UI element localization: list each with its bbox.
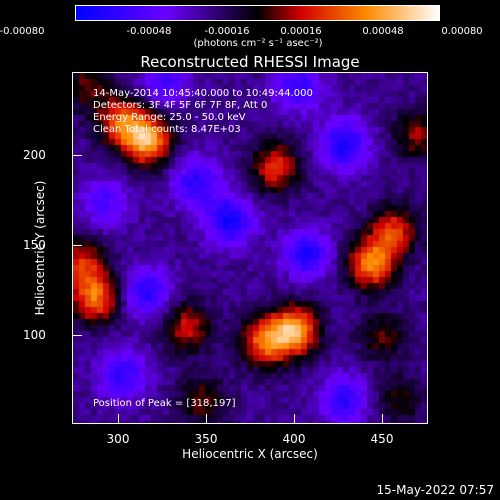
colorbar-tick-label: -0.00016 [204,26,250,37]
x-tick-mark [294,414,295,424]
y-tick-mark [72,335,82,336]
x-tick-label: 300 [106,432,130,446]
colorbar-tick-label: 0.00048 [362,26,404,37]
plot-timestamp: 15-May-2022 07:57 [376,483,494,497]
x-tick-mark [118,414,119,424]
y-tick-label: 100 [23,328,46,342]
colorbar-tick-label: 0.00080 [441,26,483,37]
colorbar-unit-label: (photons cm⁻² s⁻¹ asec⁻²) [193,38,323,49]
colorbar-tick-label: -0.00080 [0,26,45,37]
y-tick-mark [72,155,82,156]
annotation-energy-range: Energy Range: 25.0 - 50.0 keV [93,112,246,123]
chart-title: Reconstructed RHESSI Image [140,53,360,71]
colorbar-tick-label: 0.00016 [280,26,322,37]
colorbar [75,5,440,21]
y-tick-label: 150 [23,238,46,252]
annotation-total-counts: Clean Total counts: 8.47E+03 [93,124,241,135]
x-tick-label: 450 [370,432,394,446]
annotation-time-range: 14-May-2014 10:45:40.000 to 10:49:44.000 [93,88,313,99]
annotation-peak-position: Position of Peak = [318,197] [93,398,236,409]
y-axis-label: Heliocentric Y (arcsec) [33,180,47,316]
y-tick-label: 200 [23,148,46,162]
colorbar-tick-label: -0.00048 [126,26,172,37]
x-axis-label: Heliocentric X (arcsec) [182,447,318,461]
x-tick-mark [382,414,383,424]
x-tick-mark [206,414,207,424]
x-tick-label: 350 [194,432,218,446]
heatmap-image [73,73,427,423]
plot-area [72,72,428,424]
y-tick-mark [72,245,82,246]
colorbar-gradient [76,6,439,20]
x-tick-label: 400 [282,432,306,446]
annotation-detectors: Detectors: 3F 4F 5F 6F 7F 8F, Att 0 [93,100,268,111]
